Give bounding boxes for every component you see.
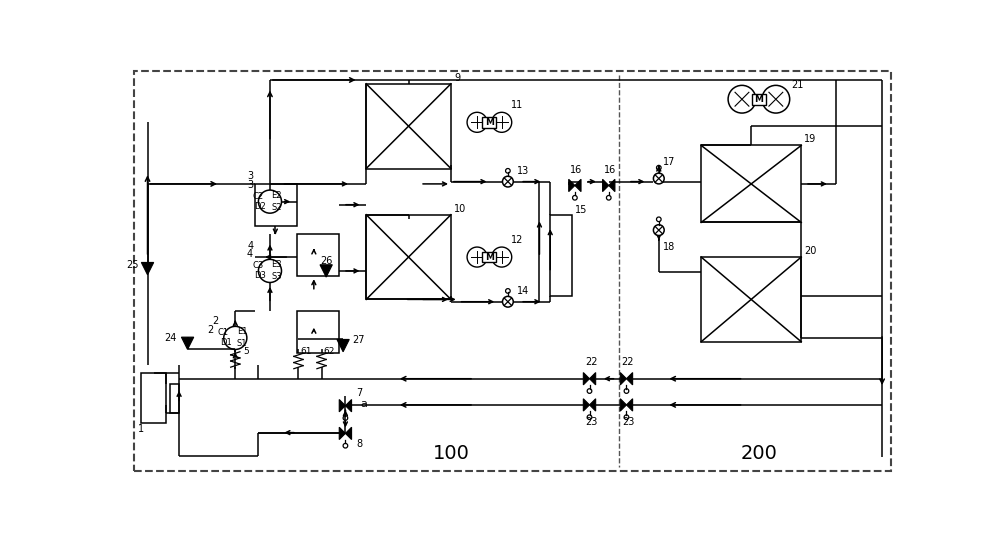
Text: C3: C3 (252, 261, 263, 270)
Text: 4: 4 (248, 240, 254, 251)
Text: S3: S3 (271, 272, 282, 281)
Text: 25: 25 (127, 260, 139, 270)
Text: 2: 2 (207, 325, 214, 335)
Text: 12: 12 (511, 235, 523, 245)
Polygon shape (583, 399, 590, 411)
Text: 22: 22 (585, 357, 597, 367)
Text: 15: 15 (575, 205, 587, 215)
Polygon shape (181, 337, 194, 350)
Text: 7: 7 (356, 388, 362, 398)
Polygon shape (345, 400, 352, 412)
Text: 9: 9 (454, 73, 460, 83)
Bar (752, 94, 766, 104)
Text: 2: 2 (212, 316, 218, 326)
Polygon shape (620, 372, 626, 385)
Text: 10: 10 (454, 203, 466, 214)
Bar (701, 145, 801, 222)
Text: E3: E3 (271, 260, 282, 269)
Text: C1: C1 (218, 328, 229, 337)
Text: 16: 16 (570, 165, 583, 175)
Text: 24: 24 (164, 333, 177, 343)
Text: 21: 21 (791, 80, 804, 90)
Bar (366, 215, 451, 300)
Text: 5: 5 (243, 347, 249, 356)
Polygon shape (339, 427, 345, 440)
Text: 11: 11 (511, 101, 523, 110)
Text: 20: 20 (804, 246, 817, 256)
Circle shape (502, 296, 513, 307)
Bar (297, 234, 339, 277)
Text: 27: 27 (352, 335, 365, 345)
Text: S1: S1 (237, 339, 247, 348)
Text: 17: 17 (663, 157, 675, 167)
Text: 23: 23 (622, 417, 634, 427)
Polygon shape (320, 265, 332, 277)
Text: 22: 22 (622, 357, 634, 367)
Bar (170, 384, 179, 413)
Text: 26: 26 (320, 256, 332, 266)
Polygon shape (590, 399, 596, 411)
Text: E2: E2 (271, 191, 282, 200)
Text: 200: 200 (740, 444, 777, 463)
Polygon shape (583, 372, 590, 385)
Polygon shape (626, 399, 633, 411)
Text: C2: C2 (252, 192, 263, 201)
Text: 13: 13 (517, 166, 529, 176)
Polygon shape (141, 263, 154, 275)
Circle shape (653, 173, 664, 184)
Bar (297, 311, 339, 353)
Text: 1: 1 (138, 424, 144, 434)
Text: a: a (361, 399, 368, 409)
Circle shape (502, 176, 513, 187)
Polygon shape (339, 400, 345, 412)
Circle shape (653, 225, 664, 236)
Polygon shape (569, 179, 575, 192)
Bar (141, 372, 166, 423)
Polygon shape (590, 372, 596, 385)
Text: 100: 100 (432, 444, 469, 463)
Text: E1: E1 (237, 327, 247, 336)
Text: 14: 14 (517, 286, 529, 296)
Text: M: M (754, 95, 763, 104)
Text: 61: 61 (301, 346, 312, 356)
Text: 3: 3 (247, 180, 253, 190)
Bar (366, 84, 451, 168)
Polygon shape (626, 372, 633, 385)
Polygon shape (345, 427, 352, 440)
Text: M: M (485, 252, 494, 261)
Bar (255, 184, 297, 226)
Text: 4: 4 (247, 249, 253, 259)
Bar (701, 257, 801, 342)
Text: 18: 18 (663, 242, 675, 252)
Polygon shape (609, 179, 615, 192)
Text: 8: 8 (356, 439, 362, 449)
Bar (550, 215, 572, 295)
Text: 3: 3 (248, 171, 254, 181)
Polygon shape (620, 399, 626, 411)
Text: D2: D2 (255, 202, 266, 211)
Text: D1: D1 (220, 338, 232, 347)
Polygon shape (575, 179, 581, 192)
Text: D3: D3 (255, 271, 266, 280)
Bar (482, 252, 496, 263)
Bar (482, 117, 496, 128)
Text: 23: 23 (585, 417, 597, 427)
Polygon shape (603, 179, 609, 192)
Text: M: M (485, 118, 494, 127)
Text: 62: 62 (324, 346, 335, 356)
Text: S2: S2 (271, 202, 282, 211)
Text: 19: 19 (804, 134, 817, 144)
Text: 16: 16 (604, 165, 616, 175)
Polygon shape (337, 339, 349, 352)
